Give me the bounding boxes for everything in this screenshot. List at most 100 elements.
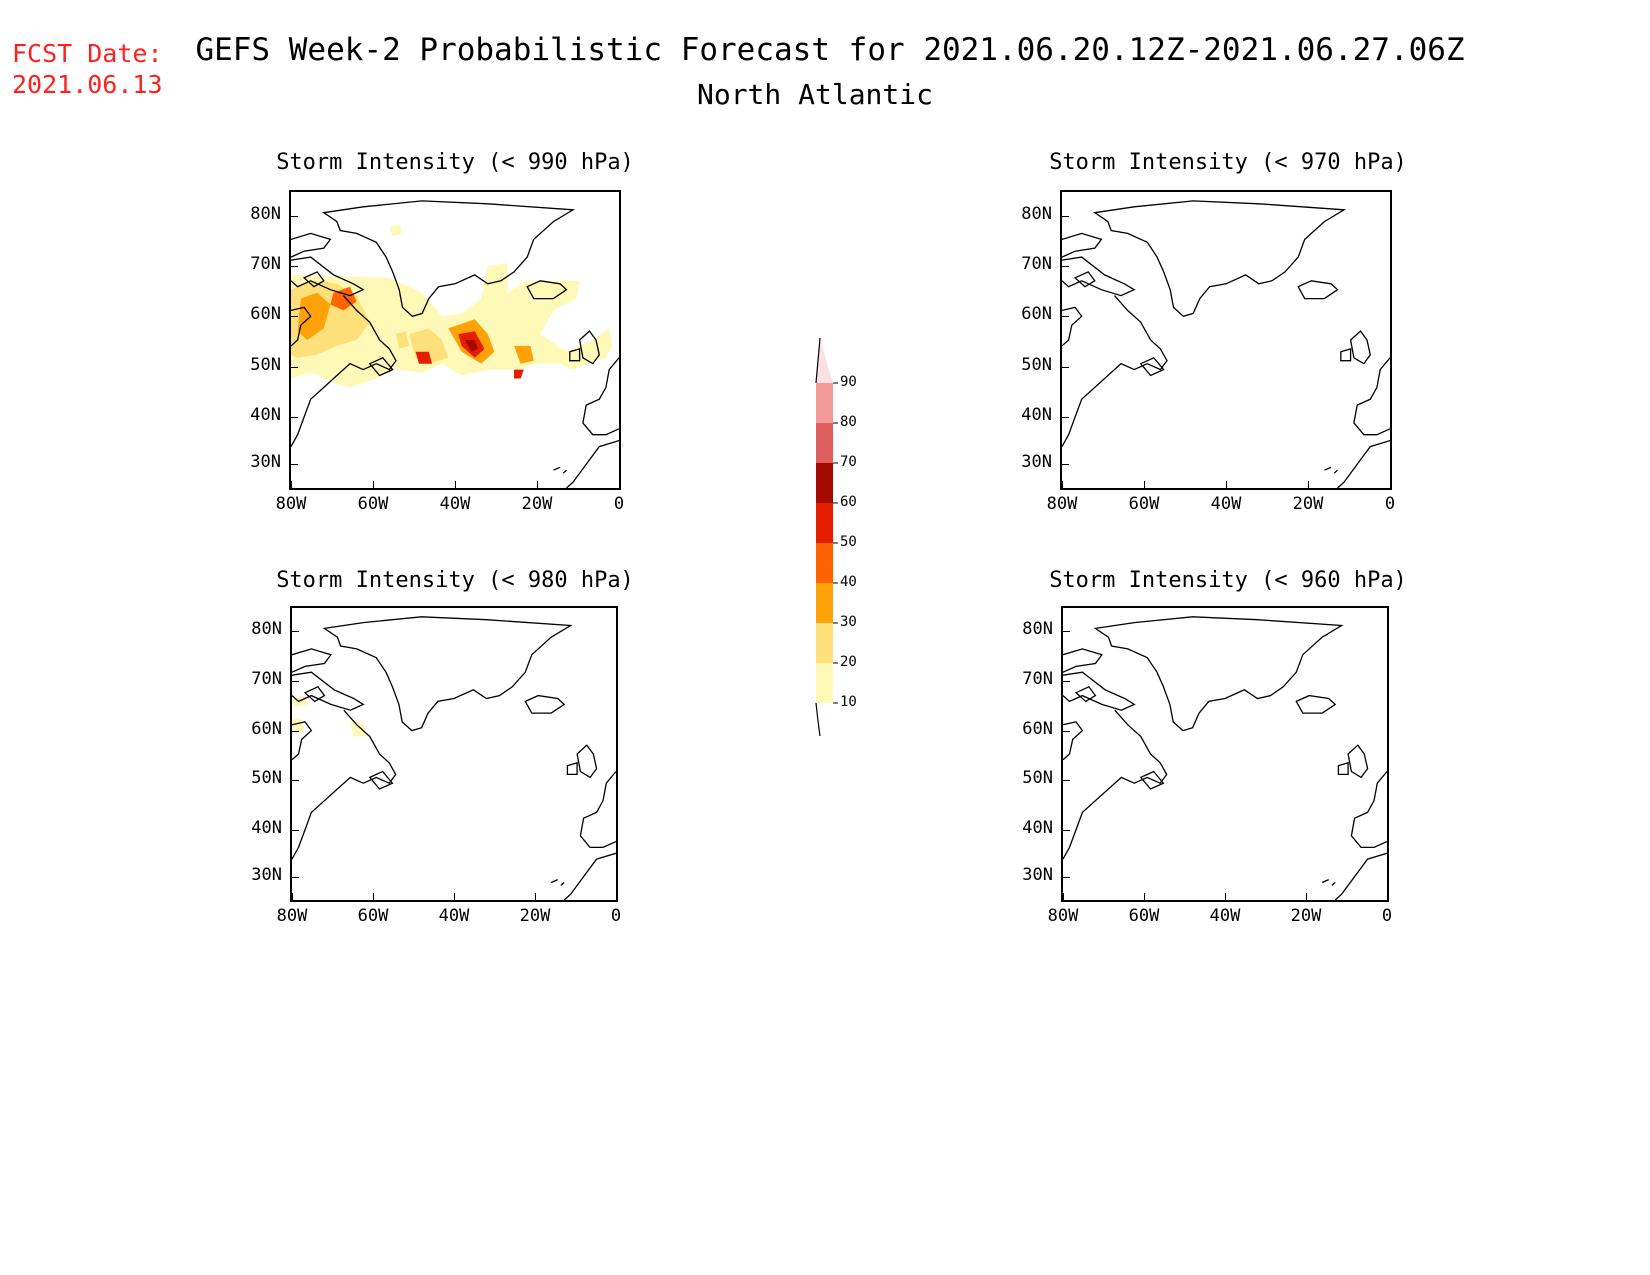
p990-map-canvas [291,200,619,488]
coastline [550,879,565,886]
lon-label: 40W [438,906,470,926]
fcst-date-label: FCST Date: [12,39,163,68]
lon-tick [535,893,536,900]
lat-label: 60N [251,718,282,739]
lat-label: 80N [250,203,281,224]
coastline [576,744,598,779]
lat-tick [1062,416,1069,418]
coastline [566,439,619,488]
lat-label: 60N [1022,718,1053,739]
lon-tick [1225,893,1226,900]
lon-label: 0 [613,494,625,514]
probability-shading-patch [415,351,432,364]
lat-tick [1063,829,1070,831]
coastline [292,671,365,711]
coastline [291,232,332,258]
lon-label: 60W [1128,906,1160,926]
lat-tick [1063,876,1070,878]
lon-label: 0 [1381,906,1393,926]
lon-tick [1062,481,1063,488]
lon-tick [454,893,455,900]
lat-tick [291,464,298,466]
coastline [322,200,576,318]
map-panel-980 [290,606,618,902]
lat-tick [291,416,298,418]
colorbar-segment [816,423,833,463]
colorbar-segment [816,663,833,703]
coastline [1350,771,1387,849]
lat-tick [292,681,299,682]
colorbar-label: 50 [840,534,857,550]
colorbar-label: 80 [840,414,857,430]
lat-label: 80N [1021,203,1052,224]
coastline [569,348,581,362]
coastline [292,709,397,860]
fcst-date-block: FCST Date: 2021.06.13 [12,38,163,100]
coastline [526,280,568,300]
lon-label: 40W [1209,906,1241,926]
lat-tick [291,215,298,217]
lat-label: 60N [1021,304,1052,325]
coastline [1295,694,1337,714]
colorbar-canvas [815,337,838,744]
probability-shading-patch [350,721,367,737]
lat-tick [1063,780,1070,782]
colorbar-label: 60 [840,494,857,510]
coastline [582,357,619,436]
lat-tick [291,366,298,368]
lat-tick [292,876,299,878]
colorbar-label: 70 [840,454,857,470]
panel-970-title: Storm Intensity (< 970 hPa) [1049,150,1407,175]
coastline [1321,879,1336,886]
lon-tick [373,481,374,488]
probability-shading-patch [389,224,403,237]
lon-tick [1144,893,1145,900]
lon-tick [291,481,292,488]
panel-960-title: Storm Intensity (< 960 hPa) [1049,568,1407,593]
coastline [292,648,332,673]
coastline [1340,348,1352,362]
lat-tick [291,316,298,318]
probability-shading-patch [396,331,410,349]
coastline [1093,616,1344,732]
probability-shading-patch [514,369,524,379]
colorbar-segment [816,623,833,663]
lon-tick [292,893,293,900]
p960-map-canvas [1063,616,1387,900]
lat-label: 40N [1021,404,1052,425]
coastline [1334,852,1387,900]
lat-label: 70N [251,669,282,689]
colorbar-segment [816,463,833,503]
lon-tick [1063,893,1064,900]
probability-shading-patch [297,292,331,340]
lat-tick [1063,631,1070,633]
lat-label: 30N [1022,864,1053,885]
coastline [291,295,397,447]
coastline [292,721,313,761]
coastline [1337,439,1390,488]
fcst-date-value: 2021.06.13 [12,70,163,99]
lon-label: 80W [276,906,308,926]
lon-tick [373,893,374,900]
colorbar-segment [816,383,833,423]
lon-tick [619,481,620,488]
colorbar-label: 20 [840,654,857,670]
lon-tick [1226,481,1227,488]
probability-shading-patch [464,340,478,352]
colorbar-label: 40 [840,574,857,590]
coastline [1093,200,1347,318]
coastline [1353,357,1390,436]
coastline [1139,357,1165,377]
lat-label: 40N [250,404,281,425]
lat-label: 30N [1021,452,1052,473]
probability-colorbar [806,336,866,744]
lon-label: 0 [610,906,622,926]
lon-label: 60W [357,494,389,514]
lon-tick [1387,893,1388,900]
coastline [1063,671,1136,711]
lon-label: 40W [1210,494,1242,514]
lat-tick [292,780,299,782]
coastline [1324,466,1338,474]
lon-label: 0 [1384,494,1396,514]
colorbar-label: 10 [840,694,857,710]
